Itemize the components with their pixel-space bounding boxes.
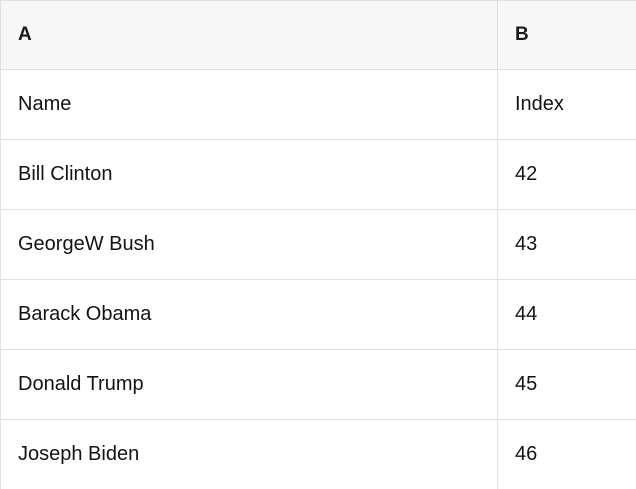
column-header-a[interactable]: A (1, 1, 498, 70)
column-header-b[interactable]: B (498, 1, 636, 70)
table-row: GeorgeW Bush 43 (1, 210, 636, 280)
column-header-row: A B (1, 1, 636, 70)
table-row: Donald Trump 45 (1, 350, 636, 420)
table-row: Barack Obama 44 (1, 280, 636, 350)
cell-name[interactable]: Donald Trump (1, 350, 498, 420)
cell-index[interactable]: 42 (498, 140, 636, 210)
cell-index[interactable]: 43 (498, 210, 636, 280)
cell-index[interactable]: 44 (498, 280, 636, 350)
table-row: Joseph Biden 46 (1, 420, 636, 489)
cell-index[interactable]: 45 (498, 350, 636, 420)
cell-index[interactable]: 46 (498, 420, 636, 489)
table-row: Name Index (1, 70, 636, 140)
cell-name[interactable]: Bill Clinton (1, 140, 498, 210)
cell-name[interactable]: GeorgeW Bush (1, 210, 498, 280)
cell-index[interactable]: Index (498, 70, 636, 140)
cell-name[interactable]: Name (1, 70, 498, 140)
table-row: Bill Clinton 42 (1, 140, 636, 210)
cell-name[interactable]: Joseph Biden (1, 420, 498, 489)
cell-name[interactable]: Barack Obama (1, 280, 498, 350)
